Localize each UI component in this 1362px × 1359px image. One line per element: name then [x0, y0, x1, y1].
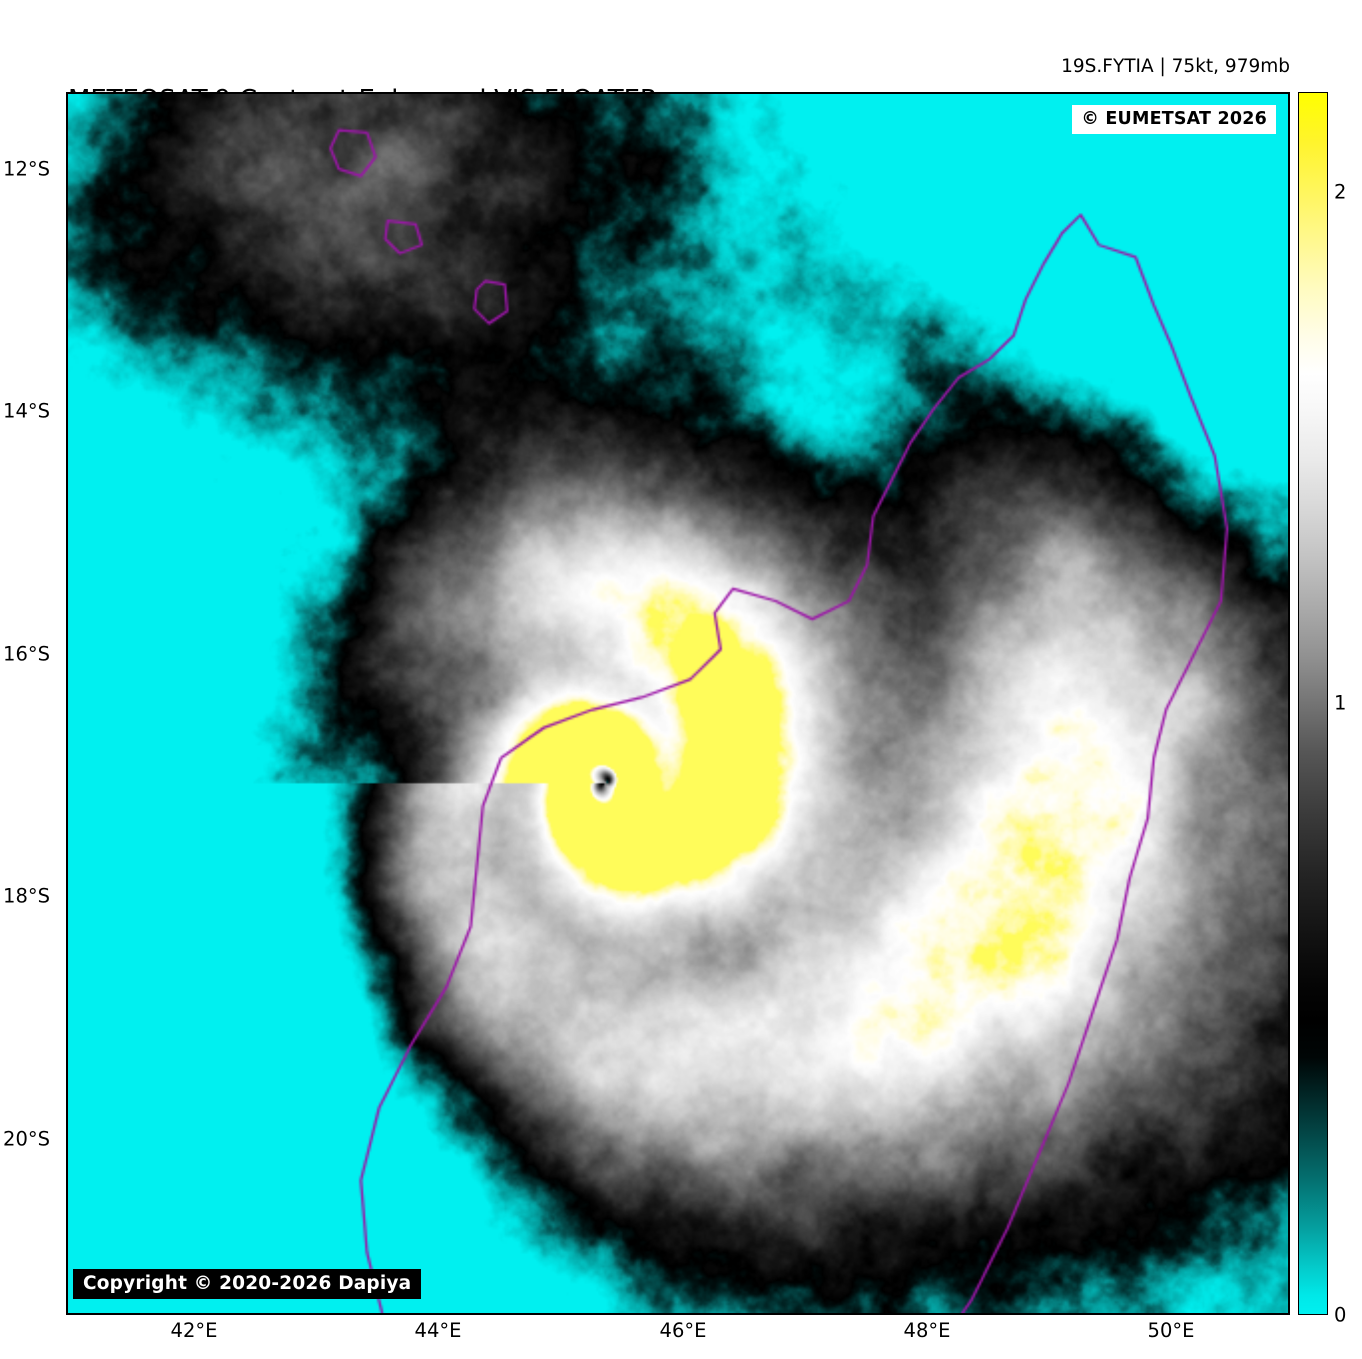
- colorbar: 2 1 0: [1298, 92, 1346, 1327]
- lat-tick-label: 14°S: [3, 399, 50, 423]
- lon-tick-label: 44°E: [414, 1319, 462, 1342]
- colorbar-tick-label: 0: [1334, 1303, 1347, 1327]
- storm-info-label: 19S.FYTIA | 75kt, 979mb: [1061, 56, 1290, 77]
- colorbar-tick-label: 2: [1334, 180, 1347, 204]
- lon-tick-label: 48°E: [903, 1319, 951, 1342]
- lon-tick-label: 42°E: [170, 1319, 218, 1342]
- lat-tick-label: 12°S: [3, 157, 50, 181]
- lat-tick-label: 20°S: [3, 1127, 50, 1151]
- dapiya-copyright-badge: Copyright © 2020-2026 Dapiya: [73, 1269, 422, 1299]
- lat-tick-label: 16°S: [3, 642, 50, 666]
- satellite-image-plot: © EUMETSAT 2026 Copyright © 2020-2026 Da…: [66, 92, 1290, 1315]
- colorbar-tick-labels: 2 1 0: [1334, 92, 1362, 1327]
- latitude-axis: 12°S 14°S 16°S 18°S 20°S: [0, 0, 58, 1359]
- lat-tick-label: 18°S: [3, 884, 50, 908]
- longitude-axis: 42°E 44°E 46°E 48°E 50°E: [0, 1319, 1362, 1359]
- satellite-imagery-canvas: [68, 94, 1288, 1313]
- eumetsat-copyright-badge: © EUMETSAT 2026: [1072, 105, 1276, 134]
- lon-tick-label: 50°E: [1147, 1319, 1195, 1342]
- lon-tick-label: 46°E: [659, 1319, 707, 1342]
- colorbar-gradient: [1298, 92, 1328, 1315]
- colorbar-tick-label: 1: [1334, 691, 1347, 715]
